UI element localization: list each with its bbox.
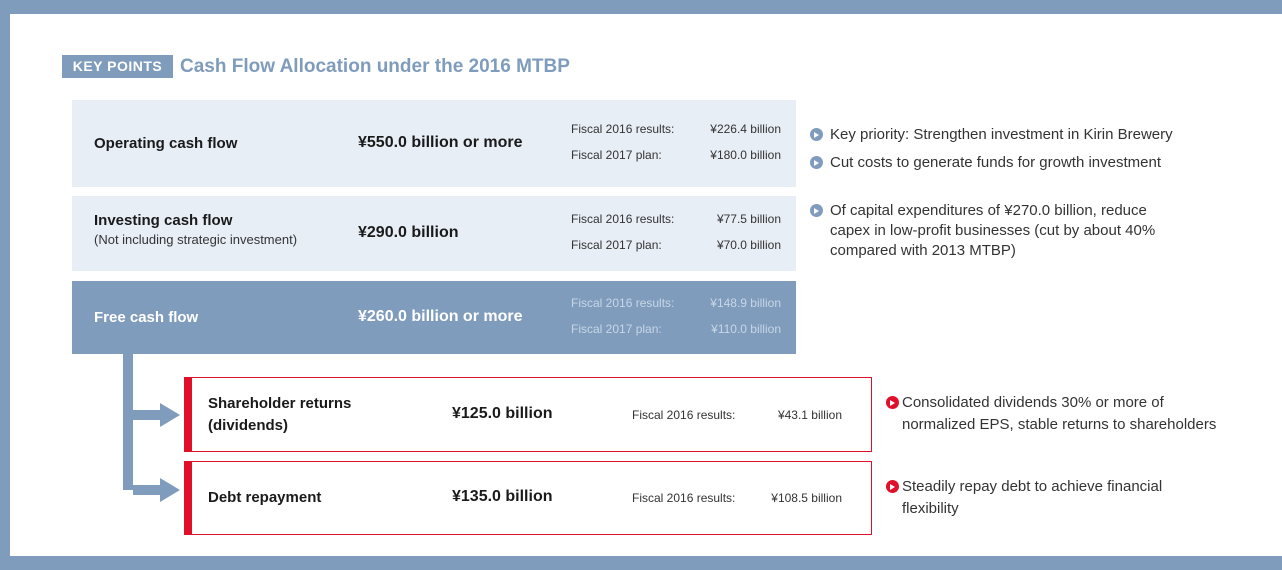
- detail-label: Fiscal 2017 plan:: [571, 147, 662, 162]
- point-text: Steadily repay debt to achieve financial: [902, 478, 1163, 495]
- flow-box: [72, 281, 796, 354]
- point-text: Cut costs to generate funds for growth i…: [830, 154, 1162, 171]
- bullet-icon: [810, 128, 823, 141]
- detail-label: Fiscal 2016 results:: [632, 491, 736, 505]
- detail-value: ¥110.0 billion: [711, 321, 781, 336]
- point-text: compared with 2013 MTBP): [830, 242, 1016, 259]
- flow-label: Operating cash flow: [94, 134, 238, 152]
- detail-value: ¥43.1 billion: [777, 407, 842, 422]
- point-text: flexibility: [902, 500, 959, 517]
- bullet-icon: [886, 480, 899, 493]
- bullet-icon: [886, 396, 899, 409]
- flow-amount: ¥260.0 billion or more: [358, 307, 523, 325]
- flow-sublabel: (Not including strategic investment): [94, 231, 298, 247]
- allocation-label: Debt repayment: [208, 489, 322, 506]
- tag: KEY POINTS: [62, 55, 173, 78]
- detail-label: Fiscal 2016 results:: [571, 121, 675, 136]
- flow-box: [72, 196, 796, 271]
- flow-amount: ¥290.0 billion: [358, 223, 459, 241]
- detail-value: ¥108.5 billion: [771, 491, 842, 505]
- detail-value: ¥226.4 billion: [710, 121, 781, 136]
- flow-label: Free cash flow: [94, 308, 199, 326]
- flow-label: Investing cash flow: [94, 211, 233, 229]
- allocation-box: [184, 461, 872, 535]
- bullet-icon: [810, 156, 823, 169]
- title: Cash Flow Allocation under the 2016 MTBP: [180, 56, 570, 77]
- allocation-amount: ¥135.0 billion: [452, 488, 553, 505]
- detail-label: Fiscal 2016 results:: [571, 211, 675, 226]
- bullet-icon: [810, 204, 823, 217]
- point-text: Key priority: Strengthen investment in K…: [830, 126, 1173, 143]
- allocation-label: (dividends): [208, 416, 289, 434]
- detail-value: ¥180.0 billion: [710, 147, 781, 162]
- frame-top: [0, 0, 1282, 14]
- detail-label: Fiscal 2016 results:: [632, 407, 736, 422]
- flow-amount: ¥550.0 billion or more: [358, 133, 523, 151]
- flow-box: [72, 100, 796, 187]
- point-text: Consolidated dividends 30% or more of: [902, 394, 1164, 411]
- connector-arrows: [160, 403, 180, 502]
- detail-label: Fiscal 2017 plan:: [571, 321, 662, 336]
- allocation-amount: ¥125.0 billion: [452, 404, 553, 422]
- point-text: capex in low-profit businesses (cut by a…: [830, 222, 1156, 239]
- detail-value: ¥77.5 billion: [716, 211, 781, 226]
- point-text: normalized EPS, stable returns to shareh…: [902, 416, 1217, 433]
- detail-value: ¥148.9 billion: [710, 295, 781, 310]
- detail-label: Fiscal 2016 results:: [571, 295, 675, 310]
- detail-value: ¥70.0 billion: [716, 237, 781, 252]
- point-text: Of capital expenditures of ¥270.0 billio…: [830, 202, 1147, 219]
- frame-left: [0, 0, 10, 570]
- allocation-label: Shareholder returns: [208, 394, 352, 412]
- frame-bottom: [0, 556, 1282, 570]
- connector-lines: [123, 354, 165, 495]
- allocation-box: [184, 377, 872, 452]
- detail-label: Fiscal 2017 plan:: [571, 237, 662, 252]
